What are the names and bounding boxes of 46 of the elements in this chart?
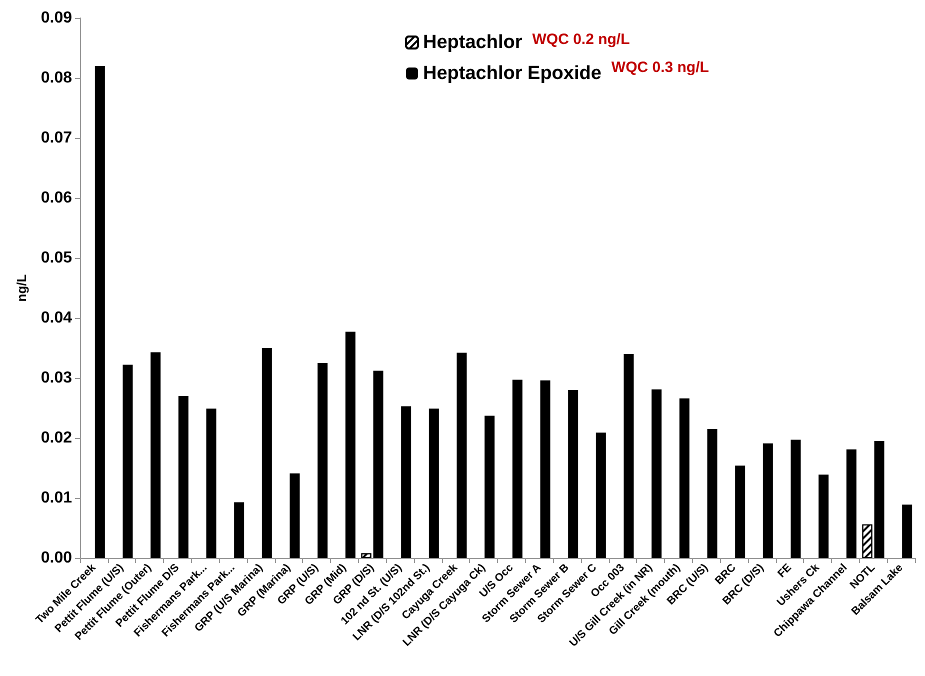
bar [846,449,856,558]
bar [679,398,690,558]
bar [707,429,718,558]
bar [624,354,634,558]
bar [818,474,829,558]
annotation: WQC 0.3 ng/L [611,59,709,76]
bar [874,441,884,558]
bar [428,408,439,558]
bar [150,352,161,558]
bar [902,504,912,558]
bar [94,66,105,558]
bar [652,389,662,558]
bar [512,380,522,558]
y-tick-label: 0.01 [40,490,72,506]
bar [262,348,272,558]
y-tick-label: 0.07 [40,130,72,146]
y-tick-label: 0.08 [40,70,72,86]
bar [540,380,550,558]
y-tick-label: 0.05 [40,250,72,266]
bar [122,364,133,558]
y-tick-label: 0.02 [40,430,72,446]
y-tick-label: 0.06 [40,190,72,206]
bar [484,416,495,558]
y-tick-label: 0.03 [40,370,72,386]
bar [206,408,216,558]
bar [456,352,467,558]
bar [178,396,188,558]
bar [735,466,746,558]
x-tick-label: FE [776,562,794,580]
bar [596,432,606,558]
y-tick-label: 0.04 [40,310,72,326]
bar [401,406,412,558]
y-tick-label: 0.09 [40,10,72,26]
bar [234,502,244,558]
bar [373,370,384,558]
bar [318,363,328,558]
bar [762,443,773,558]
y-axis-title: ng/L [14,274,29,302]
legend-label: Heptachlor Epoxide [423,63,602,84]
bar [290,473,300,558]
y-tick-label: 0.00 [40,550,72,566]
bar [568,390,578,558]
bar [790,440,801,558]
bar [345,332,356,558]
annotation: WQC 0.2 ng/L [532,31,630,48]
legend-label: Heptachlor [423,32,523,53]
